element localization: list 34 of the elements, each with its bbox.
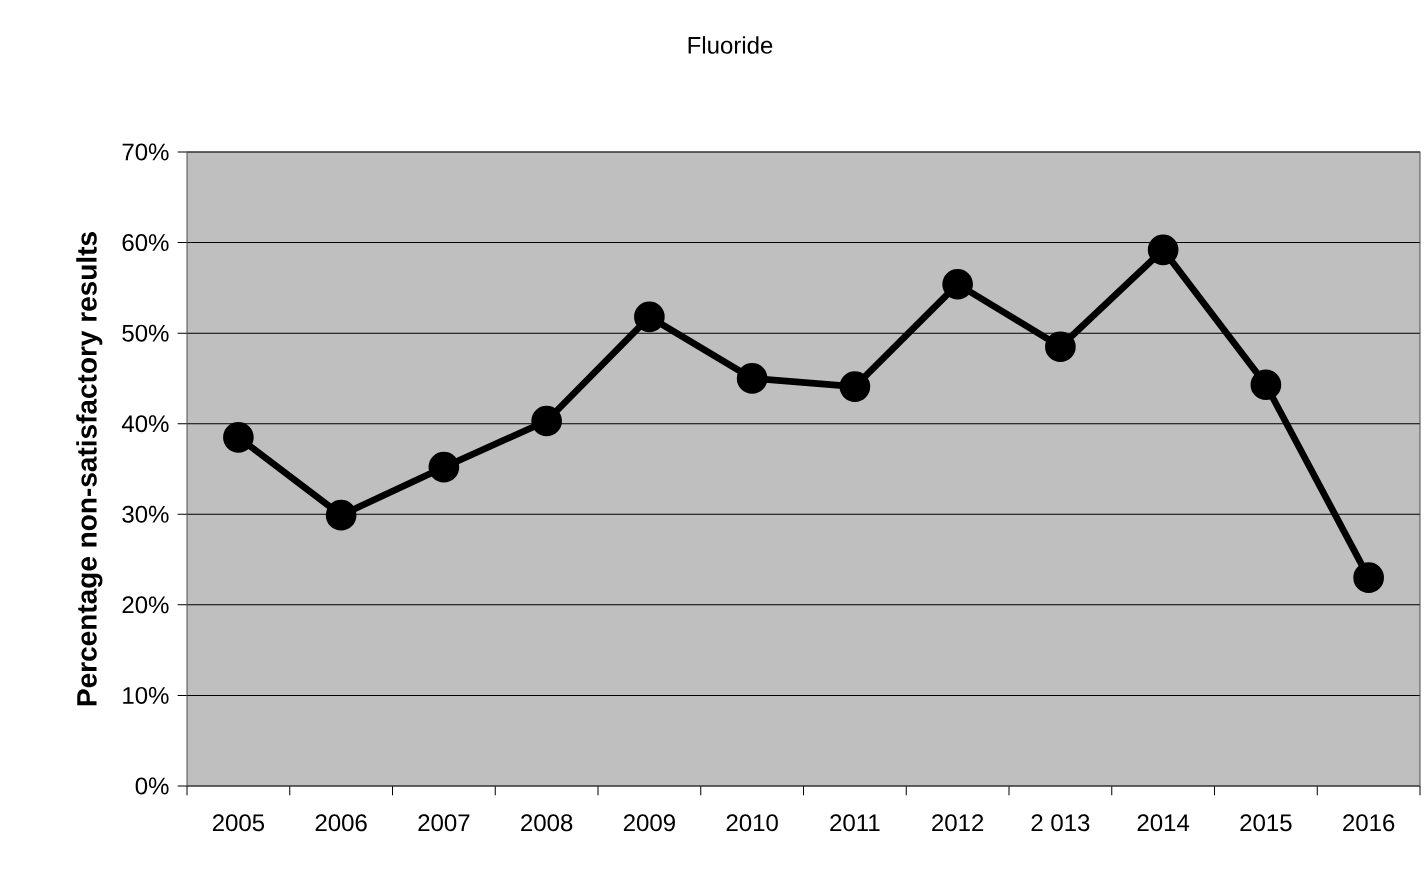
- point: [531, 405, 562, 437]
- y-tick-label: 40%: [121, 415, 169, 433]
- point: [942, 268, 973, 300]
- y-tick-label: 20%: [122, 596, 169, 614]
- point: [223, 421, 254, 453]
- x-tick-label: 2011: [830, 814, 880, 832]
- x-tick-label: 2016: [1343, 814, 1395, 832]
- point: [634, 301, 665, 333]
- x-tick-label: 2 013: [1031, 814, 1090, 832]
- y-tick-label: 70%: [122, 143, 169, 161]
- point: [839, 371, 871, 402]
- x-tick-label: 2015: [1240, 814, 1292, 832]
- point: [1147, 234, 1179, 266]
- point: [325, 499, 357, 531]
- y-tick-label: 50%: [122, 324, 169, 342]
- y-tick-label: 0%: [135, 777, 169, 795]
- x-tick-label: 2010: [726, 814, 778, 832]
- point: [428, 451, 460, 483]
- y-axis-title: Percentage non-satisfactory results: [76, 232, 103, 706]
- x-tick-label: 2014: [1137, 814, 1190, 832]
- y-tick-label: 10%: [123, 686, 169, 704]
- point: [1045, 331, 1076, 363]
- x-tick-label: 2007: [418, 814, 470, 832]
- x-tick-label: 2012: [932, 814, 984, 832]
- x-tick-label: 2008: [521, 814, 573, 832]
- point: [1353, 562, 1384, 594]
- x-tick-label: 2005: [212, 814, 265, 832]
- chart-title: Fluoride: [688, 36, 773, 54]
- point: [1250, 369, 1282, 401]
- x-tick-label: 2006: [315, 814, 367, 832]
- x-tick-label: 2009: [623, 814, 675, 832]
- y-tick-label: 60%: [122, 234, 169, 252]
- y-tick-label: 30%: [122, 505, 169, 523]
- point: [736, 363, 768, 394]
